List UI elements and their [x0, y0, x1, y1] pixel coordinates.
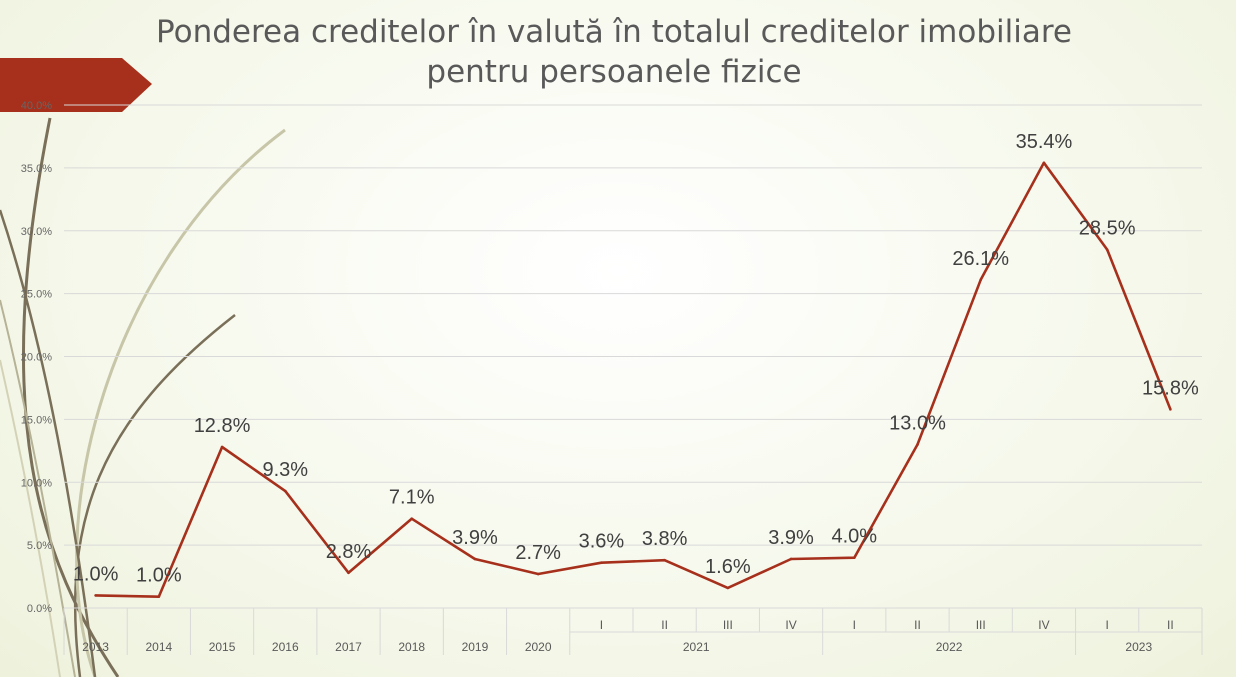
data-label: 13.0%	[889, 413, 946, 435]
y-tick-label: 40.0%	[21, 100, 52, 112]
data-label: 3.6%	[579, 531, 625, 553]
y-tick-label: 15.0%	[21, 414, 52, 426]
data-point	[347, 571, 350, 575]
x-tick-sublabel: II	[661, 618, 668, 632]
x-tick-sublabel: II	[914, 618, 921, 632]
data-point	[220, 445, 224, 449]
data-point	[94, 594, 97, 597]
data-point	[283, 489, 287, 493]
data-point	[600, 561, 603, 565]
x-tick-label: 2019	[462, 640, 489, 654]
decor-curve-5	[0, 299, 76, 677]
x-tick-label: 2013	[82, 640, 109, 654]
data-labels: 1.0% 1.0% 12.8% 9.3% 2.8% 7.1% 3.9% 2.7% 3.6% 3.8…	[73, 131, 1199, 587]
x-tick-sublabel: I	[1105, 618, 1108, 632]
series-line-group	[94, 161, 1172, 599]
decor-curve-3	[75, 128, 286, 677]
x-tick-sublabel: III	[723, 618, 733, 632]
y-tick-label: 25.0%	[21, 289, 52, 301]
x-tick-sublabel: IV	[785, 618, 796, 632]
data-point	[473, 557, 477, 561]
data-label: 4.0%	[831, 526, 877, 548]
x-tick-sublabel: III	[976, 618, 986, 632]
data-label: 3.9%	[768, 527, 814, 549]
data-label: 2.8%	[326, 541, 372, 563]
data-label: 12.8%	[194, 415, 251, 437]
x-tick-label: 2017	[335, 640, 362, 654]
data-point	[979, 278, 983, 282]
data-point	[916, 443, 919, 446]
chart-title-line-1: Ponderea creditelor în valută în totalul…	[156, 14, 1072, 50]
x-tick-sublabel: I	[600, 618, 603, 632]
x-tick-label: 2021	[683, 640, 710, 654]
data-point	[789, 557, 793, 561]
x-tick-sublabel: I	[853, 618, 856, 632]
data-label: 3.9%	[452, 527, 498, 549]
decor-curve-6	[0, 359, 61, 677]
data-label: 1.0%	[136, 565, 182, 587]
series-line	[95, 161, 1172, 599]
x-tick-label: 2020	[525, 640, 552, 654]
data-point	[410, 517, 414, 521]
data-label: 26.1%	[952, 248, 1009, 270]
y-tick-label: 0.0%	[27, 603, 52, 615]
y-axis: 0.0% 5.0% 10.0% 15.0% 20.0% 25.0% 30.0% 35.0% 40…	[21, 100, 52, 615]
data-label: 1.0%	[73, 563, 119, 585]
data-label: 15.8%	[1142, 377, 1199, 399]
x-tick-label: 2015	[209, 640, 236, 654]
y-tick-label: 35.0%	[21, 163, 52, 175]
data-point	[726, 586, 730, 590]
y-tick-label: 20.0%	[21, 352, 52, 364]
data-label: 7.1%	[389, 487, 435, 509]
data-label: 9.3%	[262, 459, 308, 481]
y-tick-label: 5.0%	[27, 540, 52, 552]
data-point	[1169, 408, 1172, 411]
data-point	[852, 556, 856, 559]
gridlines	[64, 104, 1202, 609]
x-tick-sublabel: II	[1167, 618, 1174, 632]
x-tick-label: 2018	[398, 640, 425, 654]
data-label: 2.7%	[515, 542, 561, 564]
data-point	[1105, 248, 1109, 251]
decor-curve-4	[0, 209, 97, 677]
data-label: 3.8%	[642, 528, 688, 550]
chart-title-line-2: pentru persoanele fizice	[426, 54, 802, 90]
chart-title: Ponderea creditelor în valută în totalul…	[0, 12, 1228, 92]
data-label: 1.6%	[705, 556, 751, 578]
x-tick-label: 2022	[936, 640, 963, 654]
data-point	[536, 572, 540, 576]
decor-curve-2	[73, 314, 236, 677]
data-point	[1042, 161, 1046, 165]
y-tick-label: 30.0%	[21, 226, 52, 238]
data-label: 35.4%	[1016, 131, 1073, 153]
data-point	[663, 558, 666, 562]
x-tick-label: 2016	[272, 640, 299, 654]
x-tick-label: 2023	[1125, 640, 1152, 654]
data-label: 28.5%	[1079, 218, 1136, 240]
data-point	[157, 595, 161, 598]
decorative-curves	[0, 117, 286, 677]
x-tick-label: 2014	[145, 640, 172, 654]
x-tick-sublabel: IV	[1038, 618, 1049, 632]
y-tick-label: 10.0%	[21, 477, 52, 489]
accent-tab	[0, 58, 152, 112]
